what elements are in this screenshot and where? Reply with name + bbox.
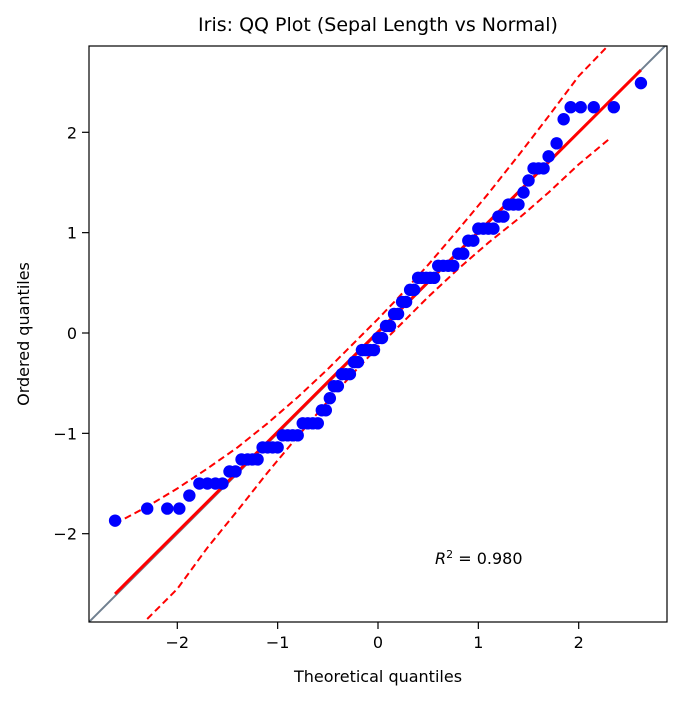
- data-point: [251, 453, 264, 466]
- data-point: [407, 283, 421, 297]
- r-squared-exponent: 2: [446, 548, 453, 561]
- y-tick-label: 0: [67, 324, 77, 343]
- data-point: [229, 465, 242, 478]
- data-point: [467, 234, 480, 247]
- data-point: [391, 307, 405, 321]
- chart-title: Iris: QQ Plot (Sepal Length vs Normal): [198, 14, 558, 36]
- data-point: [607, 101, 621, 114]
- data-point: [367, 343, 381, 357]
- data-point: [375, 331, 389, 345]
- data-point: [343, 367, 357, 381]
- data-point: [311, 417, 324, 430]
- data-point: [383, 319, 397, 333]
- data-point: [457, 247, 470, 260]
- data-point: [399, 295, 413, 309]
- data-point: [351, 355, 365, 369]
- data-point: [319, 404, 333, 417]
- data-point: [557, 113, 570, 126]
- data-point: [564, 101, 577, 114]
- data-points-layer: [108, 76, 648, 527]
- r-squared-value: = 0.980: [453, 549, 522, 568]
- data-point: [323, 392, 337, 405]
- data-point: [173, 502, 186, 515]
- x-tick-label: −1: [266, 633, 290, 652]
- y-axis-ticks: −2 −1 0 1 2: [53, 123, 89, 544]
- x-tick-label: 2: [574, 633, 584, 652]
- data-point: [331, 379, 345, 393]
- data-point: [141, 502, 154, 515]
- r-squared-annotation: R2 = 0.980: [435, 548, 523, 569]
- data-point: [447, 259, 460, 272]
- y-tick-label: 2: [67, 123, 77, 142]
- data-point: [574, 101, 587, 114]
- x-tick-label: −2: [166, 633, 190, 652]
- x-axis-label: Theoretical quantiles: [293, 667, 462, 686]
- x-tick-label: 0: [373, 633, 383, 652]
- upper-band-line: [114, 46, 610, 525]
- data-point: [271, 441, 284, 454]
- data-point: [291, 429, 304, 442]
- data-point: [587, 101, 600, 114]
- data-point: [427, 271, 441, 285]
- data-point: [517, 186, 530, 199]
- data-point: [183, 489, 196, 502]
- data-point: [161, 502, 174, 515]
- data-point: [497, 210, 510, 223]
- confidence-band-layer: [114, 46, 610, 620]
- r-squared-symbol: R: [435, 549, 446, 568]
- data-point: [512, 198, 525, 211]
- y-tick-label: 1: [67, 224, 77, 243]
- data-point: [108, 514, 122, 527]
- data-point: [216, 477, 229, 490]
- data-point: [550, 137, 563, 150]
- x-tick-label: 1: [473, 633, 483, 652]
- y-axis-label: Ordered quantiles: [14, 262, 33, 406]
- data-point: [634, 76, 648, 90]
- x-axis-ticks: −2 −1 0 1 2: [166, 622, 584, 652]
- y-tick-label: −1: [53, 424, 77, 443]
- y-tick-label: −2: [53, 525, 77, 544]
- lower-band-line: [146, 138, 610, 620]
- data-point: [537, 162, 550, 175]
- data-point: [522, 174, 535, 187]
- data-point: [487, 222, 500, 235]
- data-point: [542, 150, 555, 163]
